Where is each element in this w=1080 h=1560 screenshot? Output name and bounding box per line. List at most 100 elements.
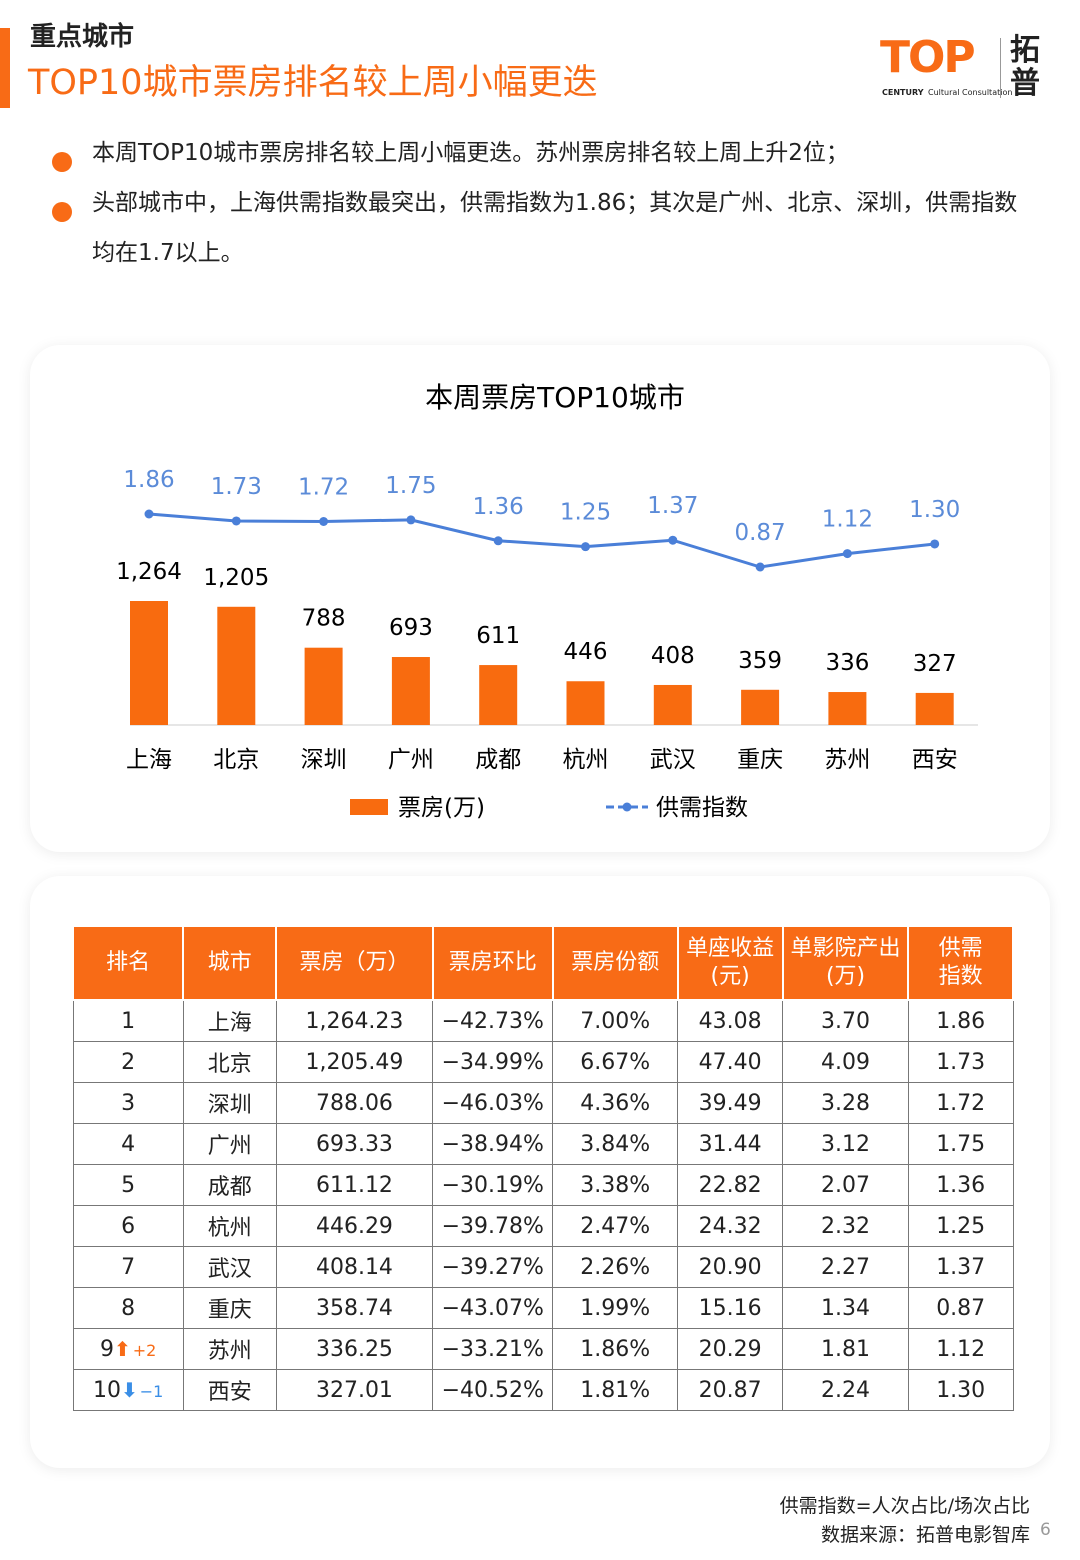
cell-text: 1.86 <box>936 1008 986 1034</box>
table-cell: 2.32 <box>782 1205 909 1247</box>
footer-note: 供需指数=人次占比/场次占比 <box>779 1495 1030 1517</box>
logo-brand: 拓普 <box>1010 33 1040 101</box>
table-cell: 31.44 <box>677 1123 784 1165</box>
x-tick-label: 成都 <box>475 747 521 773</box>
bar-value-label: 788 <box>302 606 346 632</box>
line-point <box>581 542 590 552</box>
cell-text: 5 <box>121 1172 136 1198</box>
logo-divider <box>1000 38 1001 98</box>
table-cell: 3.38% <box>552 1164 679 1206</box>
table-cell: 1.72 <box>907 1082 1014 1124</box>
bullet-dot <box>52 152 72 172</box>
line-point <box>668 535 678 545</box>
cell-text: 1 <box>121 1008 136 1034</box>
cell-text: 3 <box>121 1090 136 1116</box>
cell-text: 1.73 <box>936 1049 986 1075</box>
header-row: 排名 城市 票房（万） 票房环比 票房份额 单座收益 (元) 单影院产出 (万) 供需 指数 <box>71 925 1014 1001</box>
header-cell: 票房份额 <box>551 925 679 1001</box>
line-point <box>842 549 852 559</box>
bar <box>130 601 168 725</box>
cell-text: 2.24 <box>821 1377 871 1403</box>
header-cell: 排名 <box>71 925 185 1001</box>
rank-arrow: ⬇ <box>120 1377 138 1402</box>
table-cell: 22.82 <box>677 1164 784 1206</box>
cell-text: 1.12 <box>936 1336 986 1362</box>
cell-text: 2.26% <box>580 1254 651 1280</box>
table-cell: 7 <box>72 1246 184 1288</box>
cell-text: 327.01 <box>315 1377 393 1403</box>
line-value-label: 1.86 <box>123 467 174 493</box>
cell-text: 1.36 <box>936 1172 986 1198</box>
table-cell: 3.12 <box>782 1123 909 1165</box>
table-cell: 1.37 <box>907 1246 1014 1288</box>
table-cell: −33.21% <box>432 1328 554 1370</box>
x-tick-label: 苏州 <box>824 747 870 773</box>
cell-text: 1.81 <box>821 1336 871 1362</box>
table-cell: −39.78% <box>432 1205 554 1247</box>
table-cell: −38.94% <box>432 1123 554 1165</box>
cell-text: 武汉 <box>207 1257 252 1282</box>
cell-text: 北京 <box>207 1052 252 1077</box>
table-cell: 上海 <box>182 999 277 1042</box>
cell-text: 2.27 <box>821 1254 871 1280</box>
table-cell: 武汉 <box>182 1246 277 1288</box>
legend-swatch <box>622 802 632 812</box>
x-tick-label: 广州 <box>388 747 434 773</box>
logo-mark: TOP <box>880 32 976 83</box>
cell-text: 43.08 <box>698 1008 762 1034</box>
line <box>148 512 935 569</box>
table-row: 2 北京 1,205.49 −34.99% 6.67% 47.40 4.09 1.73 <box>72 1041 1014 1083</box>
table-row: 1 上海 1,264.23 −42.73% 7.00% 43.08 3.70 1.86 <box>72 999 1014 1042</box>
table-cell: 2.07 <box>782 1164 909 1206</box>
cell-text: −34.99% <box>441 1049 544 1075</box>
table-cell: 1.73 <box>907 1041 1014 1083</box>
x-tick-label: 北京 <box>213 747 259 773</box>
cell-text: 1.30 <box>936 1377 986 1403</box>
table-cell: 408.14 <box>275 1246 434 1288</box>
table-cell: −39.27% <box>432 1246 554 1288</box>
bar-value-label: 327 <box>913 651 957 677</box>
chart: 本周票房TOP10城市 1,264 上海 1,205 北京 788 深圳 693 广州 611 成都… <box>116 381 978 821</box>
x-tick-label: 杭州 <box>563 747 609 773</box>
line-value-label: 1.73 <box>211 474 262 500</box>
data-table: 排名 城市 票房（万） 票房环比 票房份额 单座收益 (元) 单影院产出 (万) 供需 指数 1… <box>71 925 1014 1411</box>
cell-text: 31.44 <box>698 1131 762 1157</box>
x-tick-label: 重庆 <box>737 747 783 773</box>
table-cell: 6 <box>72 1205 184 1247</box>
table-cell: −40.52% <box>432 1369 554 1411</box>
line-value-label: 1.36 <box>473 494 524 520</box>
table-cell: 47.40 <box>677 1041 784 1083</box>
cell-text: 1.86% <box>580 1336 651 1362</box>
page-number: 6 <box>1040 1520 1051 1540</box>
cell-text: 358.74 <box>315 1295 393 1321</box>
line-value-label: 1.37 <box>647 493 698 519</box>
table-cell: 深圳 <box>182 1082 277 1124</box>
table-cell: −43.07% <box>432 1287 554 1329</box>
table-cell: 3.70 <box>782 999 909 1042</box>
cell-text: 1.72 <box>936 1090 986 1116</box>
rank-change: +2 <box>132 1340 157 1360</box>
x-tick-label: 上海 <box>126 747 172 773</box>
cell-text: 7.00% <box>580 1008 651 1034</box>
bar-value-label: 611 <box>476 623 520 649</box>
cell-text: 15.16 <box>698 1295 762 1321</box>
line-point <box>231 516 241 526</box>
cell-text: 788.06 <box>315 1090 393 1116</box>
table-cell: 43.08 <box>677 999 784 1042</box>
footer-source: 数据来源：拓普电影智库 <box>820 1524 1030 1546</box>
cell-text: 39.49 <box>698 1090 762 1116</box>
table-cell: 1,205.49 <box>275 1041 434 1083</box>
cell-text: 24.32 <box>698 1213 762 1239</box>
table-row: 9⬆ +2 苏州 336.25 −33.21% 1.86% 20.29 1.81 1.12 <box>72 1328 1014 1370</box>
cell-text: 上海 <box>207 1011 252 1036</box>
accent-bar <box>0 28 10 108</box>
cell-text: −40.52% <box>441 1377 544 1403</box>
bar-value-label: 359 <box>738 648 782 674</box>
bar <box>741 689 780 725</box>
bar <box>828 692 867 725</box>
table-cell: 9⬆ +2 <box>72 1328 184 1370</box>
cell-text: 1,264.23 <box>305 1008 404 1034</box>
table-row: 4 广州 693.33 −38.94% 3.84% 31.44 3.12 1.75 <box>72 1123 1014 1165</box>
table-cell: 446.29 <box>275 1205 434 1247</box>
cell-text: 2.07 <box>821 1172 871 1198</box>
